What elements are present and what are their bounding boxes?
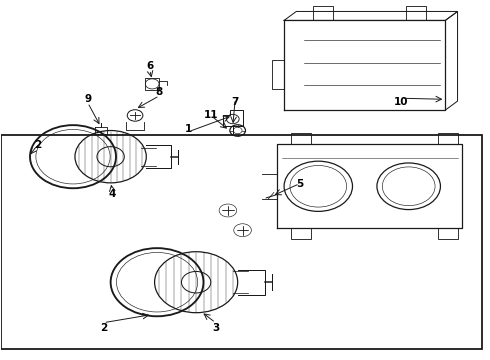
Bar	[438, 134, 458, 144]
Text: 4: 4	[108, 189, 116, 199]
Text: 2: 2	[99, 323, 107, 333]
Bar	[438, 228, 458, 239]
Text: 11: 11	[203, 111, 218, 121]
Text: 9: 9	[84, 94, 91, 104]
Text: 1: 1	[185, 124, 193, 134]
Bar	[0, 135, 482, 348]
Text: 8: 8	[156, 87, 163, 97]
Bar	[292, 134, 311, 144]
Bar	[292, 228, 311, 239]
Text: 3: 3	[212, 323, 220, 333]
Text: 5: 5	[296, 179, 303, 189]
Text: 6: 6	[146, 61, 153, 71]
Text: 10: 10	[394, 97, 409, 107]
Text: 7: 7	[232, 97, 239, 107]
Text: 2: 2	[34, 140, 41, 150]
